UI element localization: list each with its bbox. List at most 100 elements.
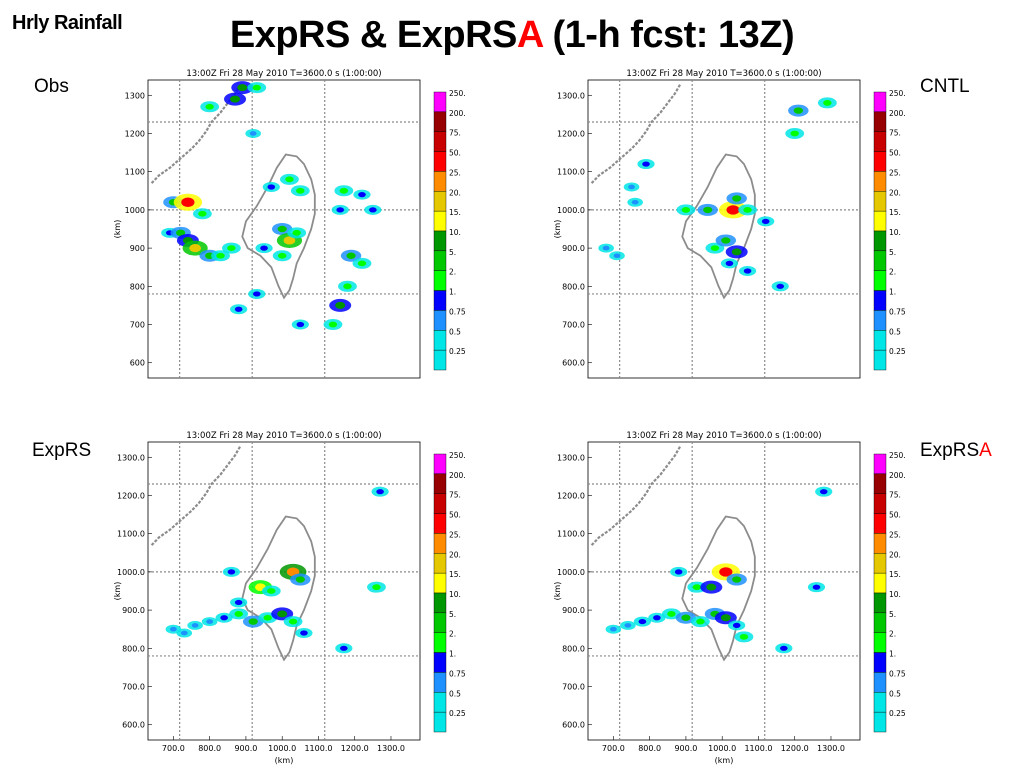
- rain-cell-core: [234, 599, 243, 606]
- x-tick-label: 1200.0: [781, 744, 809, 753]
- corner-title: Hrly Rainfall: [12, 12, 123, 34]
- y-tick-label: 700.0: [122, 683, 145, 692]
- map-header: 13:00Z Fri 28 May 2010 T=3600.0 s (1:00:…: [186, 431, 381, 441]
- rain-cell-core: [696, 618, 705, 625]
- colorbar-swatch: [433, 572, 447, 594]
- panel-label-accent: A: [979, 440, 992, 461]
- rain-cell-core: [260, 245, 268, 251]
- rain-cell-core: [296, 187, 305, 194]
- y-tick-label: 1000.0: [117, 568, 145, 577]
- y-tick-label: 700.0: [562, 321, 585, 330]
- rain-cell-core: [295, 576, 305, 583]
- rain-cell-core: [205, 103, 214, 110]
- rain-cell-core: [761, 218, 770, 224]
- taiwan-outline: [241, 153, 316, 300]
- map-svg: 13:00Z Fri 28 May 2010 T=3600.0 s (1:00:…: [113, 431, 466, 765]
- colorbar-swatch: [873, 632, 887, 653]
- colorbar-swatch: [873, 191, 887, 212]
- colorbar-swatch: [433, 473, 447, 494]
- rain-cell-core: [609, 626, 617, 632]
- colorbar-label: 50.: [889, 511, 901, 520]
- rain-cell-core: [230, 95, 241, 103]
- colorbar-swatch: [873, 91, 887, 113]
- colorbar-label: 200.: [889, 471, 906, 480]
- colorbar-swatch: [873, 453, 887, 475]
- colorbar-swatch: [873, 230, 887, 252]
- colorbar-swatch: [433, 692, 447, 713]
- colorbar-label: 0.25: [889, 709, 906, 718]
- colorbar-swatch: [873, 612, 887, 633]
- colorbar-label: 200.: [449, 471, 466, 480]
- colorbar-label: 250.: [889, 89, 906, 98]
- colorbar-swatch: [873, 692, 887, 713]
- rain-cell-core: [731, 248, 742, 256]
- y-tick-label: 1000.0: [557, 568, 585, 577]
- colorbar-swatch: [433, 310, 447, 331]
- colorbar-swatch: [433, 111, 447, 132]
- y-tick-label: 900.0: [122, 606, 145, 615]
- colorbar-label: 250.: [889, 451, 906, 460]
- colorbar-label: 25.: [889, 530, 901, 539]
- colorbar-label: 5.: [889, 248, 896, 257]
- rain-cell-core: [812, 584, 821, 590]
- colorbar-label: 1.: [889, 288, 896, 297]
- rain-cell-core: [710, 245, 720, 252]
- y-tick-label: 600: [130, 359, 145, 368]
- x-tick-label: 1000.0: [708, 744, 736, 753]
- y-axis-label: (km): [113, 582, 122, 601]
- rain-cell-core: [237, 84, 248, 92]
- colorbar-label: 20.: [449, 188, 461, 197]
- rain-cell-core: [631, 199, 639, 205]
- rain-cell-core: [198, 210, 207, 217]
- rain-cell-core: [667, 611, 676, 617]
- map-header: 13:00Z Fri 28 May 2010 T=3600.0 s (1:00:…: [186, 69, 381, 79]
- y-axis-label: (km): [113, 220, 122, 239]
- colorbar-swatch: [433, 151, 447, 172]
- colorbar-swatch: [873, 553, 887, 574]
- page-title: ExpRS & ExpRSA (1-h fcst: 13Z): [0, 14, 1024, 57]
- rain-cell-core: [706, 583, 717, 591]
- colorbar-swatch: [873, 592, 887, 614]
- colorbar-label: 0.25: [449, 709, 466, 718]
- rain-cell-core: [288, 618, 298, 625]
- colorbar-swatch: [433, 493, 447, 514]
- colorbar-swatch: [433, 131, 447, 152]
- y-tick-label: 1300.0: [117, 453, 145, 462]
- panel-label-text: Obs: [34, 76, 69, 97]
- rain-cell-core: [292, 229, 301, 236]
- colorbar-swatch: [873, 131, 887, 152]
- title-tail: (1-h fcst: 13Z): [542, 14, 795, 56]
- y-tick-label: 1200: [125, 129, 145, 138]
- panel-label-text: ExpRS: [920, 440, 980, 461]
- y-tick-label: 800.0: [122, 644, 145, 653]
- y-tick-label: 1000.0: [557, 206, 585, 215]
- rain-cell-core: [346, 252, 356, 259]
- colorbar-swatch: [433, 652, 447, 673]
- y-tick-label: 1100.0: [557, 530, 585, 539]
- x-tick-label: 1300.0: [377, 744, 405, 753]
- rain-cell-core: [725, 260, 734, 266]
- rain-cell-core: [819, 489, 828, 495]
- x-tick-label: 900.0: [674, 744, 697, 753]
- colorbar-label: 10.: [449, 590, 461, 599]
- colorbar-swatch: [433, 171, 447, 192]
- rain-cell-core: [339, 187, 349, 194]
- map-svg: 13:00Z Fri 28 May 2010 T=3600.0 s (1:00:…: [553, 69, 906, 379]
- colorbar-label: 15.: [889, 570, 901, 579]
- y-tick-label: 1100: [125, 168, 145, 177]
- x-axis-label: (km): [715, 756, 734, 765]
- rain-cell-core: [743, 206, 752, 213]
- rain-cell-core: [692, 584, 701, 591]
- rain-cell-core: [628, 184, 635, 190]
- rain-cell-core: [726, 205, 740, 215]
- rain-cell-core: [227, 569, 236, 575]
- y-tick-label: 900: [130, 244, 145, 253]
- colorbar-swatch: [433, 553, 447, 574]
- panel-label-exprs: ExpRS: [32, 440, 91, 462]
- colorbar-swatch: [873, 711, 887, 733]
- rain-cell-core: [624, 623, 632, 628]
- rainfall-map-exprs: 13:00Z Fri 28 May 2010 T=3600.0 s (1:00:…: [108, 431, 468, 770]
- colorbar-swatch: [873, 513, 887, 534]
- rain-cell-core: [823, 100, 832, 106]
- coastline: [590, 445, 682, 546]
